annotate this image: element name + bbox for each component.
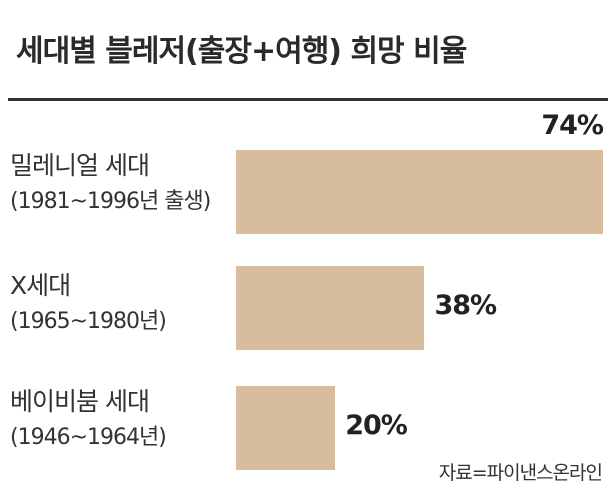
bar (236, 386, 336, 470)
category-years: (1965~1980년) (10, 309, 167, 334)
category-name: 베이비붐 세대 (10, 387, 150, 416)
bar (236, 150, 603, 234)
bar (236, 266, 425, 350)
category-name: X세대 (10, 271, 71, 300)
category-label: 베이비붐 세대 (1946~1964년) (10, 384, 235, 456)
category-years: (1946~1964년) (10, 425, 167, 450)
category-label: X세대 (1965~1980년) (10, 268, 235, 340)
source-note: 자료=파이낸스온라인 (438, 462, 603, 484)
title-divider (8, 98, 608, 101)
value-label: 74% (541, 110, 604, 141)
value-label: 20% (345, 410, 408, 441)
category-years: (1981~1996년 출생) (10, 189, 211, 214)
value-label: 38% (434, 290, 497, 321)
category-name: 밀레니얼 세대 (10, 151, 150, 180)
category-label: 밀레니얼 세대 (1981~1996년 출생) (10, 148, 235, 220)
chart-title: 세대별 블레저(출장+여행) 희망 비율 (16, 34, 467, 69)
